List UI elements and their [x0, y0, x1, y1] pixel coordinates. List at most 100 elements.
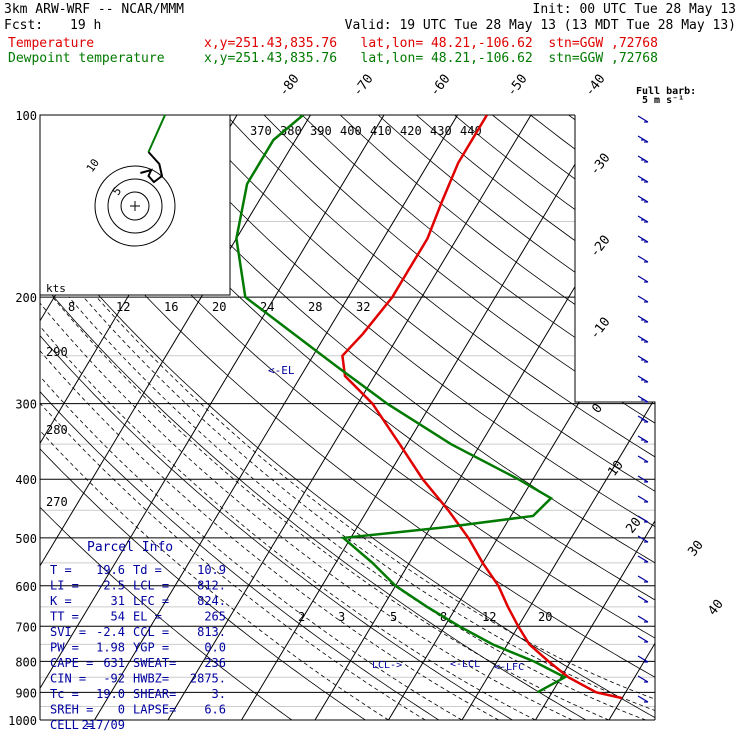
- hodograph-unit: kts: [46, 282, 66, 295]
- parcel-param-label: PW =: [50, 641, 79, 655]
- parcel-param-value: 217/09: [82, 718, 125, 732]
- hodograph-trace: [140, 151, 164, 184]
- parcel-param-value: 813.: [197, 625, 226, 639]
- wind-barb: [637, 595, 649, 603]
- parcel-param-label: TT =: [50, 610, 79, 624]
- wind-barb: [637, 275, 649, 283]
- dry-adiabat: [149, 115, 655, 720]
- parcel-param-label: LAPSE=: [133, 703, 176, 717]
- mixing-ratio-label: 20: [212, 300, 226, 314]
- theta-e-label: 420: [400, 124, 422, 138]
- wind-barb: [637, 635, 649, 643]
- dry-adiabat: [454, 115, 655, 720]
- wind-barb: [637, 215, 649, 223]
- parcel-param-value: 3.: [212, 687, 226, 701]
- dewpoint-legend: Dewpoint temperature: [8, 51, 165, 66]
- dry-adiabat: [40, 115, 655, 720]
- theta-e-label: 390: [310, 124, 332, 138]
- parcel-param-value: 0: [118, 703, 125, 717]
- isotherm-label: -50: [504, 72, 530, 100]
- isotherm-line: [40, 115, 311, 720]
- parcel-param-value: 19.0: [96, 687, 125, 701]
- dry-adiabat: [40, 115, 293, 720]
- mixing-ratio-label: 32: [356, 300, 370, 314]
- init-time: Init: 00 UTC Tue 28 May 13: [532, 2, 737, 17]
- theta-e-label: 430: [430, 124, 452, 138]
- temperature-profile: [341, 115, 623, 700]
- parcel-param-value: 31: [111, 594, 125, 608]
- wind-barb: [637, 295, 649, 303]
- pressure-tick-label: 500: [15, 532, 37, 546]
- parcel-param-value: 1.98: [96, 641, 125, 655]
- parcel-param-value: 19.6: [96, 563, 125, 577]
- hodograph-ring: [107, 178, 163, 234]
- theta-label: 290: [46, 345, 68, 359]
- el-marker: <-EL: [268, 364, 295, 377]
- temperature-legend: Temperature: [8, 36, 95, 51]
- wind-barb: [637, 535, 649, 543]
- moist-adiabat: [68, 296, 646, 720]
- dry-adiabat: [73, 115, 655, 720]
- pressure-tick-label: 800: [15, 655, 37, 669]
- wind-barb: [637, 255, 649, 263]
- theta-e-label: 410: [370, 124, 392, 138]
- parcel-param-label: HWBZ=: [133, 672, 169, 686]
- wind-barb: [637, 115, 649, 123]
- dewpoint-profile: [235, 115, 568, 694]
- plot-right-edge: [574, 115, 656, 720]
- wind-barb: [637, 395, 649, 403]
- parcel-param-value: 631: [103, 656, 125, 670]
- parcel-param-value: 812.: [197, 579, 226, 593]
- hodograph-ring: [120, 191, 150, 221]
- wind-barb: [637, 655, 649, 663]
- parcel-param-label: SVI =: [50, 625, 86, 639]
- pressure-tick-label: 900: [15, 686, 37, 700]
- wind-barb: [637, 475, 649, 483]
- pressure-tick-label: 100: [15, 109, 37, 123]
- pressure-tick-label: 700: [15, 620, 37, 634]
- dewpoint-location: x,y=251.43,835.76 lat,lon= 48.21,-106.62…: [204, 51, 658, 66]
- barb-legend-title: Full barb:: [636, 86, 696, 97]
- parcel-param-label: EL =: [133, 610, 162, 624]
- hodograph-dewpoint-overlap: [147, 114, 166, 153]
- parcel-param-value: 265: [204, 610, 226, 624]
- wind-barb: [637, 235, 649, 243]
- parcel-param-label: Td =: [133, 563, 162, 577]
- theta-e-label: 400: [340, 124, 362, 138]
- forecast-hour-value: 19 h: [70, 18, 102, 33]
- isotherm-label: -20: [587, 233, 613, 261]
- barb-legend-unit: 5 m s⁻¹: [642, 95, 684, 106]
- dry-adiabat: [225, 115, 655, 720]
- parcel-param-label: CELL =: [50, 718, 93, 732]
- theta-label: 270: [46, 495, 68, 509]
- lfc-marker: <-LFC: [494, 662, 524, 673]
- parcel-param-value: -2.5: [96, 579, 125, 593]
- isotherm-label: -30: [587, 151, 613, 179]
- valid-time: Valid: 19 UTC Tue 28 May 13 (13 MDT Tue …: [344, 18, 736, 33]
- mixing-ratio-label: 5: [390, 610, 397, 624]
- isotherm-line: [608, 115, 655, 720]
- dry-adiabat: [40, 115, 655, 720]
- lcl-marker-right: <-LCL: [450, 659, 480, 670]
- isotherm-line: [683, 115, 740, 720]
- parcel-param-value: 10.9: [197, 563, 226, 577]
- wind-barb: [637, 515, 649, 523]
- wind-barb: [637, 355, 649, 363]
- wind-barb: [637, 155, 649, 163]
- isotherm-line: [461, 115, 655, 720]
- theta-e-label: 380: [280, 124, 302, 138]
- model-title: 3km ARW-WRF -- NCAR/MMM: [4, 2, 185, 17]
- theta-e-label: 370: [250, 124, 272, 138]
- parcel-param-value: -92: [103, 672, 125, 686]
- parcel-param-label: YGP =: [133, 641, 169, 655]
- isotherm-label: -40: [582, 72, 608, 100]
- parcel-param-label: SHEAR=: [133, 687, 176, 701]
- isotherm-line: [241, 115, 605, 720]
- forecast-hour-label: Fcst:: [4, 18, 44, 33]
- mixing-ratio-label: 3: [338, 610, 345, 624]
- wind-barb: [637, 615, 649, 623]
- dry-adiabat: [40, 115, 366, 720]
- dry-adiabat: [263, 115, 655, 720]
- parcel-param-label: LFC =: [133, 594, 169, 608]
- hodograph-ring-label: 10: [84, 156, 102, 174]
